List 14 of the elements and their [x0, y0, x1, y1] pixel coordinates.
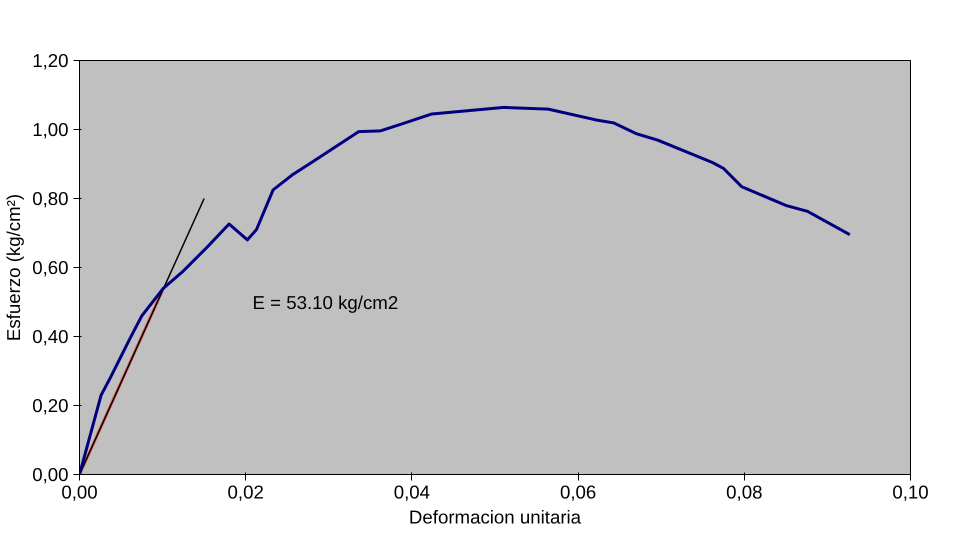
x-axis-title: Deformacion unitaria	[408, 506, 582, 528]
x-tick-label: 0,02	[228, 482, 264, 502]
annotation: E = 53.10 kg/cm2	[252, 292, 398, 313]
y-tick-label: 1,20	[32, 50, 68, 71]
y-tick-label: 0,80	[32, 188, 68, 209]
x-tick-label: 0,06	[560, 482, 596, 502]
x-tick-label: 0,10	[892, 482, 929, 502]
y-tick-label: 1,00	[32, 119, 68, 140]
y-tick-label: 0,40	[32, 326, 68, 347]
x-tick-label: 0,04	[394, 482, 430, 502]
x-tick-label: 0,08	[726, 482, 762, 502]
y-axis-title: Esfuerzo (kg/cm²)	[3, 194, 24, 342]
y-tick-label: 0,20	[32, 395, 68, 416]
y-tick-label: 0,60	[32, 257, 68, 278]
